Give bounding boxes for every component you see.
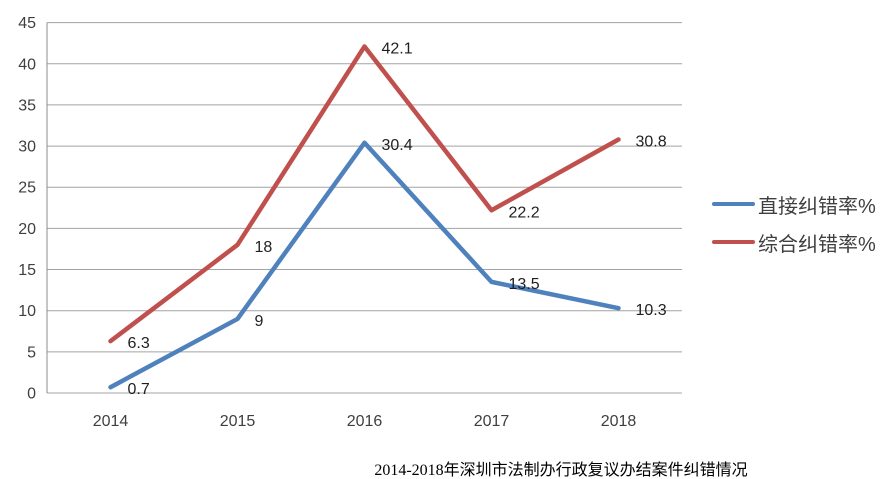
data-label: 6.3: [128, 335, 150, 352]
data-label: 42.1: [382, 40, 413, 57]
y-tick-label: 0: [27, 386, 36, 403]
data-label: 9: [255, 313, 264, 330]
data-label: 22.2: [509, 204, 540, 221]
legend-label-comprehensive: 综合纠错率%: [758, 233, 876, 256]
x-tick-label: 2017: [474, 413, 510, 430]
legend-label-direct: 直接纠错率%: [758, 195, 876, 218]
x-tick-label: 2018: [601, 413, 637, 430]
series-line-0: [108, 140, 621, 390]
y-tick-label: 35: [18, 97, 36, 114]
y-tick-label: 25: [18, 180, 36, 197]
data-label: 30.4: [382, 137, 413, 154]
x-tick-label: 2016: [347, 413, 383, 430]
data-label: 30.8: [636, 133, 667, 150]
chart-legend: 直接纠错率% 综合纠错率%: [712, 185, 876, 261]
x-tick-label: 2015: [220, 413, 256, 430]
legend-line-swatch-blue: [712, 202, 755, 206]
legend-item-direct: 直接纠错率%: [712, 185, 876, 223]
y-tick-label: 30: [18, 139, 36, 156]
data-label: 0.7: [128, 381, 150, 398]
x-tick-label: 2014: [93, 413, 129, 430]
series-line-1: [108, 44, 621, 344]
y-tick-label: 5: [27, 344, 36, 361]
y-tick-label: 20: [18, 221, 36, 238]
legend-item-comprehensive: 综合纠错率%: [712, 223, 876, 261]
legend-line-swatch-red: [712, 240, 755, 244]
data-label: 13.5: [509, 276, 540, 293]
y-tick-label: 45: [18, 15, 36, 32]
chart-title: 2014-2018年深圳市法制办行政复议办结案件纠错情况: [374, 462, 748, 479]
y-tick-label: 10: [18, 303, 36, 320]
y-tick-label: 15: [18, 262, 36, 279]
y-tick-label: 40: [18, 56, 36, 73]
data-label: 10.3: [636, 302, 667, 319]
data-label: 18: [255, 239, 273, 256]
